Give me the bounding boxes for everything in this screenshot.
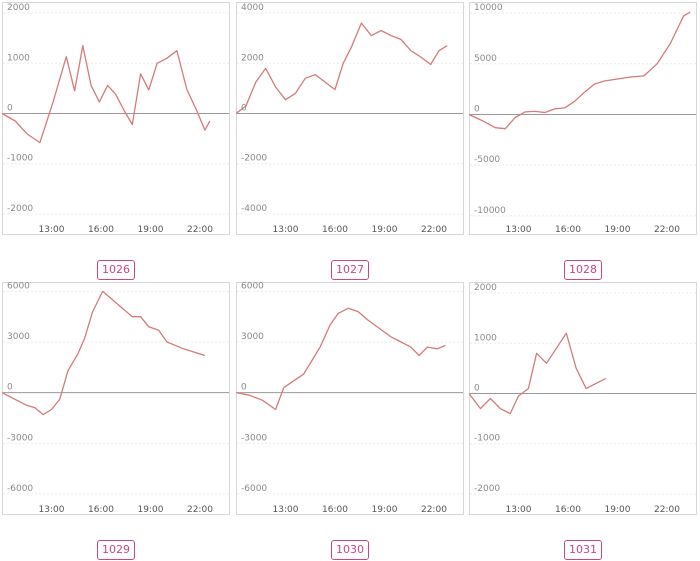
y-tick-label: -6000 — [241, 484, 267, 494]
series-line — [236, 22, 448, 115]
x-tick-label: 22:00 — [421, 225, 447, 235]
badge-1028: 1028 — [564, 260, 602, 280]
badge-1027: 1027 — [331, 260, 369, 280]
x-tick-label: 19:00 — [137, 225, 163, 235]
y-tick-label: 0 — [241, 383, 247, 393]
plot-1029: 6000 3000 0 -3000 -6000 13:00 16:00 19:00 22:00 — [2, 282, 230, 515]
plot-frame — [469, 282, 697, 515]
y-tick-label: 5000 — [474, 54, 497, 64]
y-tick-label: 1000 — [474, 333, 497, 343]
x-tick-label: 13:00 — [273, 225, 299, 235]
y-tick-label: -1000 — [7, 154, 33, 164]
y-tick-label: 0 — [474, 383, 480, 393]
x-tick-label: 19:00 — [371, 505, 397, 515]
x-tick-label: 16:00 — [88, 505, 114, 515]
x-tick-label: 22:00 — [187, 505, 213, 515]
y-tick-label: 0 — [7, 103, 13, 113]
x-tick-label: 16:00 — [88, 225, 114, 235]
x-tick-label: 16:00 — [322, 505, 348, 515]
plot-frame — [2, 2, 230, 235]
y-tick-label: 2000 — [241, 53, 264, 63]
y-tick-label: -10000 — [474, 206, 506, 216]
line-chart-1027: 4000 2000 0 -2000 -4000 13:00 16:00 19:00 22:00 — [236, 2, 464, 235]
plot-frame — [469, 2, 697, 235]
y-tick-label: -2000 — [241, 154, 267, 164]
x-tick-label: 16:00 — [555, 505, 581, 515]
x-tick-label: 22:00 — [187, 225, 213, 235]
series-line — [2, 290, 206, 416]
y-tick-label: 6000 — [241, 282, 264, 291]
plot-1031: 2000 1000 0 -1000 -2000 13:00 16:00 19:00 22:00 — [469, 282, 697, 515]
x-tick-label: 13:00 — [506, 505, 532, 515]
plot-1028: 10000 5000 0 -5000 -10000 13:00 16:00 19:00 22:0… — [469, 2, 697, 235]
badge-1031: 1031 — [564, 540, 602, 560]
line-chart-1029: 6000 3000 0 -3000 -6000 13:00 16:00 19:00 22:00 — [2, 282, 230, 515]
series-line — [2, 45, 211, 144]
y-tick-label: 3000 — [7, 332, 30, 342]
series-line — [236, 307, 446, 411]
plot-1027: 4000 2000 0 -2000 -4000 13:00 16:00 19:00 22:00 — [236, 2, 464, 235]
x-tick-label: 13:00 — [506, 225, 532, 235]
y-tick-label: 2000 — [7, 3, 30, 13]
y-tick-label: -3000 — [7, 433, 33, 443]
x-tick-label: 22:00 — [654, 225, 680, 235]
x-tick-label: 16:00 — [555, 225, 581, 235]
y-tick-label: -5000 — [474, 155, 500, 165]
y-tick-label: -2000 — [7, 204, 33, 214]
y-tick-label: 1000 — [7, 53, 30, 63]
y-tick-label: 6000 — [7, 282, 30, 291]
line-chart-1030: 6000 3000 0 -3000 -6000 13:00 16:00 19:00 22:00 — [236, 282, 464, 515]
x-tick-label: 13:00 — [39, 225, 65, 235]
plot-1030: 6000 3000 0 -3000 -6000 13:00 16:00 19:00 22:00 — [236, 282, 464, 515]
badge-1030: 1030 — [331, 540, 369, 560]
y-tick-label: 4000 — [241, 3, 264, 13]
x-tick-label: 22:00 — [421, 505, 447, 515]
badge-1029: 1029 — [97, 540, 135, 560]
badge-1026: 1026 — [97, 260, 135, 280]
line-chart-1031: 2000 1000 0 -1000 -2000 13:00 16:00 19:00 22:00 — [469, 282, 697, 515]
y-tick-label: 2000 — [474, 283, 497, 293]
plot-frame — [236, 282, 464, 515]
y-tick-label: 3000 — [241, 332, 264, 342]
x-tick-label: 19:00 — [604, 225, 630, 235]
plot-1026: 2000 1000 0 -1000 -2000 13:00 16:00 19:00 22:00 — [2, 2, 230, 235]
y-tick-label: -4000 — [241, 204, 267, 214]
x-tick-label: 19:00 — [604, 505, 630, 515]
x-tick-label: 19:00 — [137, 505, 163, 515]
y-tick-label: 0 — [7, 383, 13, 393]
y-tick-label: 0 — [474, 104, 480, 114]
x-tick-label: 16:00 — [322, 225, 348, 235]
x-tick-label: 19:00 — [371, 225, 397, 235]
y-tick-label: -1000 — [474, 434, 500, 444]
x-tick-label: 22:00 — [654, 505, 680, 515]
y-tick-label: -6000 — [7, 484, 33, 494]
y-tick-label: -3000 — [241, 433, 267, 443]
series-line — [469, 332, 607, 415]
series-line — [469, 11, 691, 130]
plot-frame — [2, 282, 230, 515]
line-chart-1026: 2000 1000 0 -1000 -2000 13:00 16:00 19:00 22:00 — [2, 2, 230, 235]
x-tick-label: 13:00 — [273, 505, 299, 515]
x-tick-label: 13:00 — [39, 505, 65, 515]
plot-frame — [236, 2, 464, 235]
y-tick-label: 0 — [241, 103, 247, 113]
y-tick-label: -2000 — [474, 484, 500, 494]
y-tick-label: 10000 — [474, 3, 503, 13]
